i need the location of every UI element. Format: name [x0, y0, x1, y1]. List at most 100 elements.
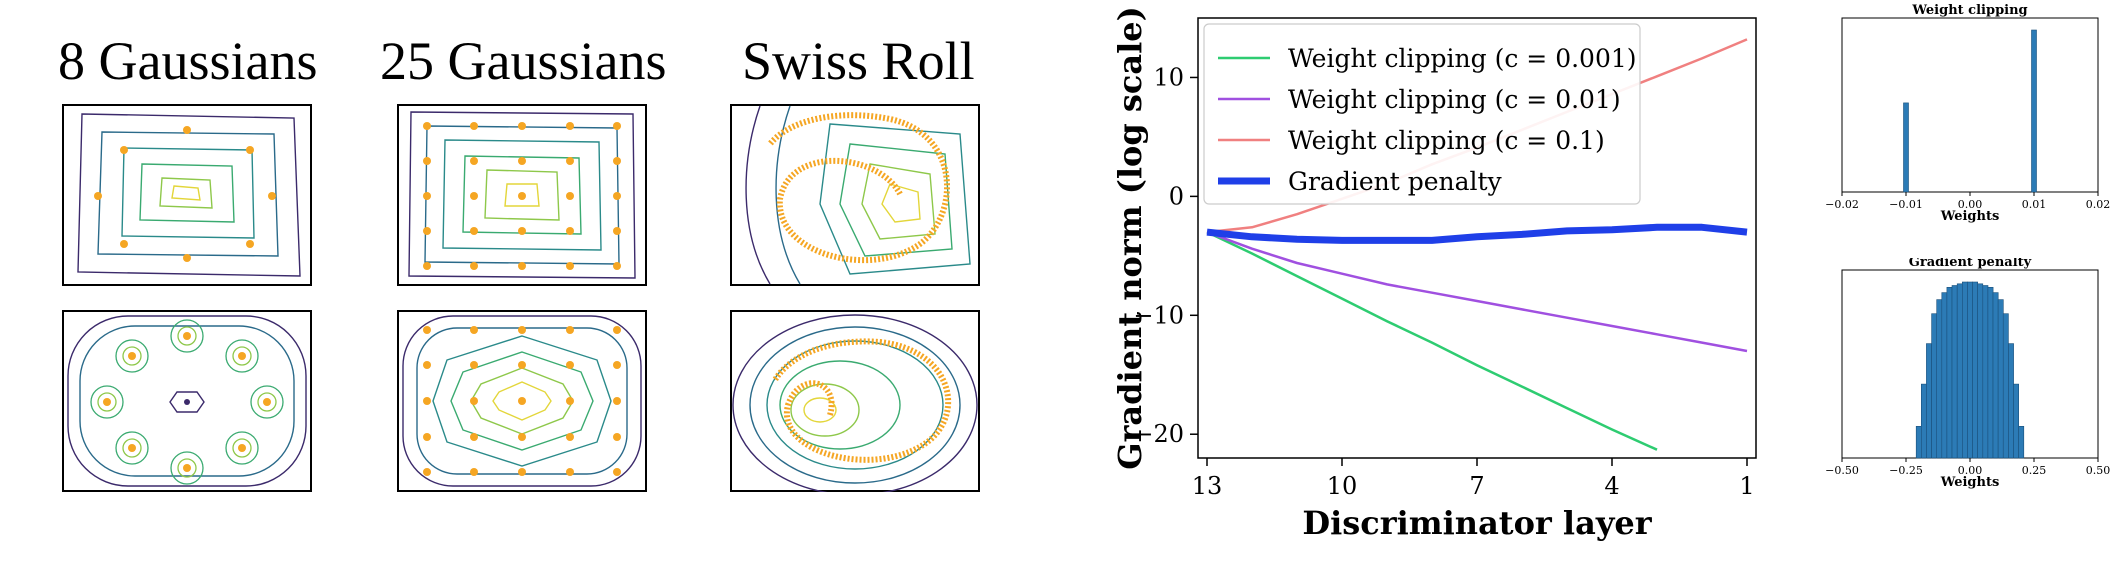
sample-dot: [183, 464, 191, 472]
sample-dot: [183, 332, 191, 340]
y-tick-label: −20: [1133, 420, 1184, 448]
title-swiss-roll: Swiss Roll: [742, 31, 975, 91]
sample-dot: [470, 433, 478, 441]
x-tick-label: 1: [1739, 472, 1754, 500]
sample-dot: [423, 361, 431, 369]
sample-dot: [518, 397, 526, 405]
hist-tick-label: 0.50: [2086, 464, 2111, 477]
sample-dot: [613, 262, 621, 270]
hist-bar: [1946, 286, 1953, 459]
sample-dot: [103, 398, 111, 406]
gradient-penalty-histogram: Gradient penalty −0.50 −0.25 0.00 0.25 0.50 We…: [1825, 258, 2111, 490]
contour-ring: [90, 385, 124, 419]
panel-25-gaussians-bottom: [397, 310, 647, 492]
hist-tick-label: −0.50: [1825, 464, 1859, 477]
hist-bar: [1926, 343, 1932, 459]
sample-dot: [423, 433, 431, 441]
sample-dot: [518, 227, 526, 235]
hist-title: Weight clipping: [1911, 3, 2027, 18]
sample-dot: [566, 227, 574, 235]
hist-bar: [1903, 102, 1909, 193]
hist-bar: [1936, 299, 1943, 459]
sample-dot: [470, 326, 478, 334]
sample-dot: [613, 397, 621, 405]
sample-dot: [566, 361, 574, 369]
sample-dot: [470, 122, 478, 130]
series-line-4: [1206, 223, 1748, 244]
contour-ring: [250, 385, 284, 419]
contour-ring: [232, 438, 252, 458]
sample-dot: [470, 468, 478, 476]
title-8-gaussians: 8 Gaussians: [58, 31, 318, 91]
sample-dot: [566, 433, 574, 441]
panel-8-gaussians-top: [62, 104, 312, 286]
hist-bar: [2031, 29, 2037, 193]
sample-dot: [423, 397, 431, 405]
sample-dot: [566, 468, 574, 476]
sample-dot: [613, 468, 621, 476]
hist-tick-label: 0.00: [1958, 198, 1983, 211]
sample-dot: [423, 122, 431, 130]
sample-dot: [128, 444, 136, 452]
sample-dot: [518, 157, 526, 165]
hist-tick-label: 0.00: [1958, 464, 1983, 477]
sample-dot: [423, 192, 431, 200]
sample-dot: [518, 468, 526, 476]
hist-tick-label: −0.02: [1825, 198, 1859, 211]
hist-bar: [2008, 343, 2014, 459]
sample-dot: [423, 262, 431, 270]
contour-ring: [232, 346, 252, 366]
panel-swiss-roll-bottom: [730, 310, 980, 492]
hist-bar: [1967, 281, 1973, 459]
sample-dot: [613, 326, 621, 334]
sample-dot: [470, 157, 478, 165]
sample-dot: [518, 262, 526, 270]
hist-tick-label: −0.01: [1889, 198, 1923, 211]
contour-ring: [97, 392, 117, 412]
hist-bar: [1921, 383, 1927, 459]
sample-dot: [613, 122, 621, 130]
x-tick-label: 10: [1327, 472, 1358, 500]
hist-bar: [1977, 283, 1984, 459]
sample-dot: [238, 444, 246, 452]
hist-bar: [1941, 292, 1948, 459]
sample-dot: [566, 192, 574, 200]
sample-dot: [566, 122, 574, 130]
sample-dot: [470, 361, 478, 369]
x-tick-label: 4: [1604, 472, 1619, 500]
sample-dot: [423, 468, 431, 476]
series-line-2: [1206, 230, 1748, 353]
sample-dot: [238, 352, 246, 360]
sample-dot: [566, 397, 574, 405]
hist-tick-label: 0.02: [2086, 198, 2111, 211]
sample-dot: [518, 122, 526, 130]
y-tick-label: 0: [1169, 182, 1184, 210]
sample-dot: [518, 326, 526, 334]
contour-ring: [177, 458, 197, 478]
sample-dot: [613, 227, 621, 235]
y-tick-label: 10: [1153, 63, 1184, 91]
y-tick-label: −10: [1133, 301, 1184, 329]
contour-ring: [122, 346, 142, 366]
legend-entry: Weight clipping (c = 0.1): [1288, 126, 1605, 155]
contour-ring: [177, 326, 197, 346]
y-axis-label: Gradient norm (log scale): [1111, 6, 1149, 470]
series-line-1: [1206, 230, 1658, 451]
sample-dot: [566, 326, 574, 334]
contour-ring: [170, 451, 204, 485]
x-tick-label: 7: [1469, 472, 1484, 500]
hist-bar: [1992, 292, 1999, 459]
hist-bar: [1997, 299, 2004, 459]
sample-dot: [518, 192, 526, 200]
hist-frame: [1841, 17, 2099, 193]
sample-dot: [613, 157, 621, 165]
gradient-norm-chart: 13 10 7 4 1 10 0 −10 −20 Discriminator layer Gradi…: [1111, 6, 1757, 542]
x-axis-label: Discriminator layer: [1302, 504, 1652, 542]
sample-dot: [518, 433, 526, 441]
legend-entry: Gradient penalty: [1288, 167, 1503, 196]
sample-dot: [613, 361, 621, 369]
weight-clipping-histogram: Weight clipping −0.02 −0.01 0.00 0.01 0.02 Wei…: [1825, 3, 2111, 224]
contour-ring: [115, 431, 149, 465]
hist-xlabel: Weights: [1940, 475, 2000, 490]
panel-25-gaussians-top: [397, 104, 647, 286]
